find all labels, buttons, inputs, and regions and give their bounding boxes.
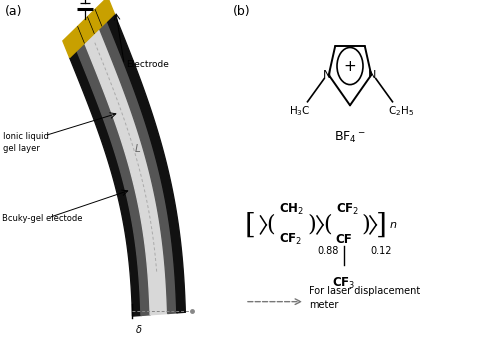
- Polygon shape: [107, 14, 186, 313]
- Text: N: N: [324, 70, 332, 80]
- Text: (: (: [266, 214, 275, 236]
- Polygon shape: [63, 0, 114, 57]
- Text: ): ): [308, 214, 316, 236]
- Text: (: (: [323, 214, 332, 236]
- Polygon shape: [77, 43, 150, 316]
- Text: (a): (a): [4, 5, 22, 18]
- Text: n: n: [390, 220, 396, 230]
- Text: CF$_2$: CF$_2$: [279, 232, 302, 247]
- Text: For laser displacement
meter: For laser displacement meter: [309, 286, 420, 310]
- Text: Electrode: Electrode: [126, 60, 170, 69]
- Text: CF: CF: [336, 233, 352, 246]
- Text: CH$_2$: CH$_2$: [279, 202, 304, 217]
- Text: H$_3$C: H$_3$C: [289, 104, 311, 117]
- Text: $L$: $L$: [134, 142, 141, 154]
- Text: Ionic liquid
gel layer: Ionic liquid gel layer: [4, 132, 50, 153]
- Text: CF$_3$: CF$_3$: [332, 276, 355, 291]
- Text: (b): (b): [232, 5, 250, 18]
- Text: CF$_2$: CF$_2$: [336, 202, 358, 217]
- Text: $+$: $+$: [344, 59, 356, 74]
- Text: BF$_4$$^-$: BF$_4$$^-$: [334, 130, 366, 145]
- Text: ): ): [361, 214, 370, 236]
- Polygon shape: [84, 29, 168, 315]
- Text: ]: ]: [376, 211, 387, 238]
- Text: Bcuky-gel electode: Bcuky-gel electode: [2, 214, 83, 223]
- Polygon shape: [100, 21, 177, 313]
- Text: N: N: [368, 70, 376, 80]
- Text: $\delta$: $\delta$: [136, 323, 143, 335]
- Text: [: [: [245, 211, 256, 238]
- Polygon shape: [70, 51, 141, 316]
- Text: 0.88: 0.88: [317, 246, 338, 256]
- Text: C$_2$H$_5$: C$_2$H$_5$: [388, 104, 414, 117]
- Text: 0.12: 0.12: [370, 246, 392, 256]
